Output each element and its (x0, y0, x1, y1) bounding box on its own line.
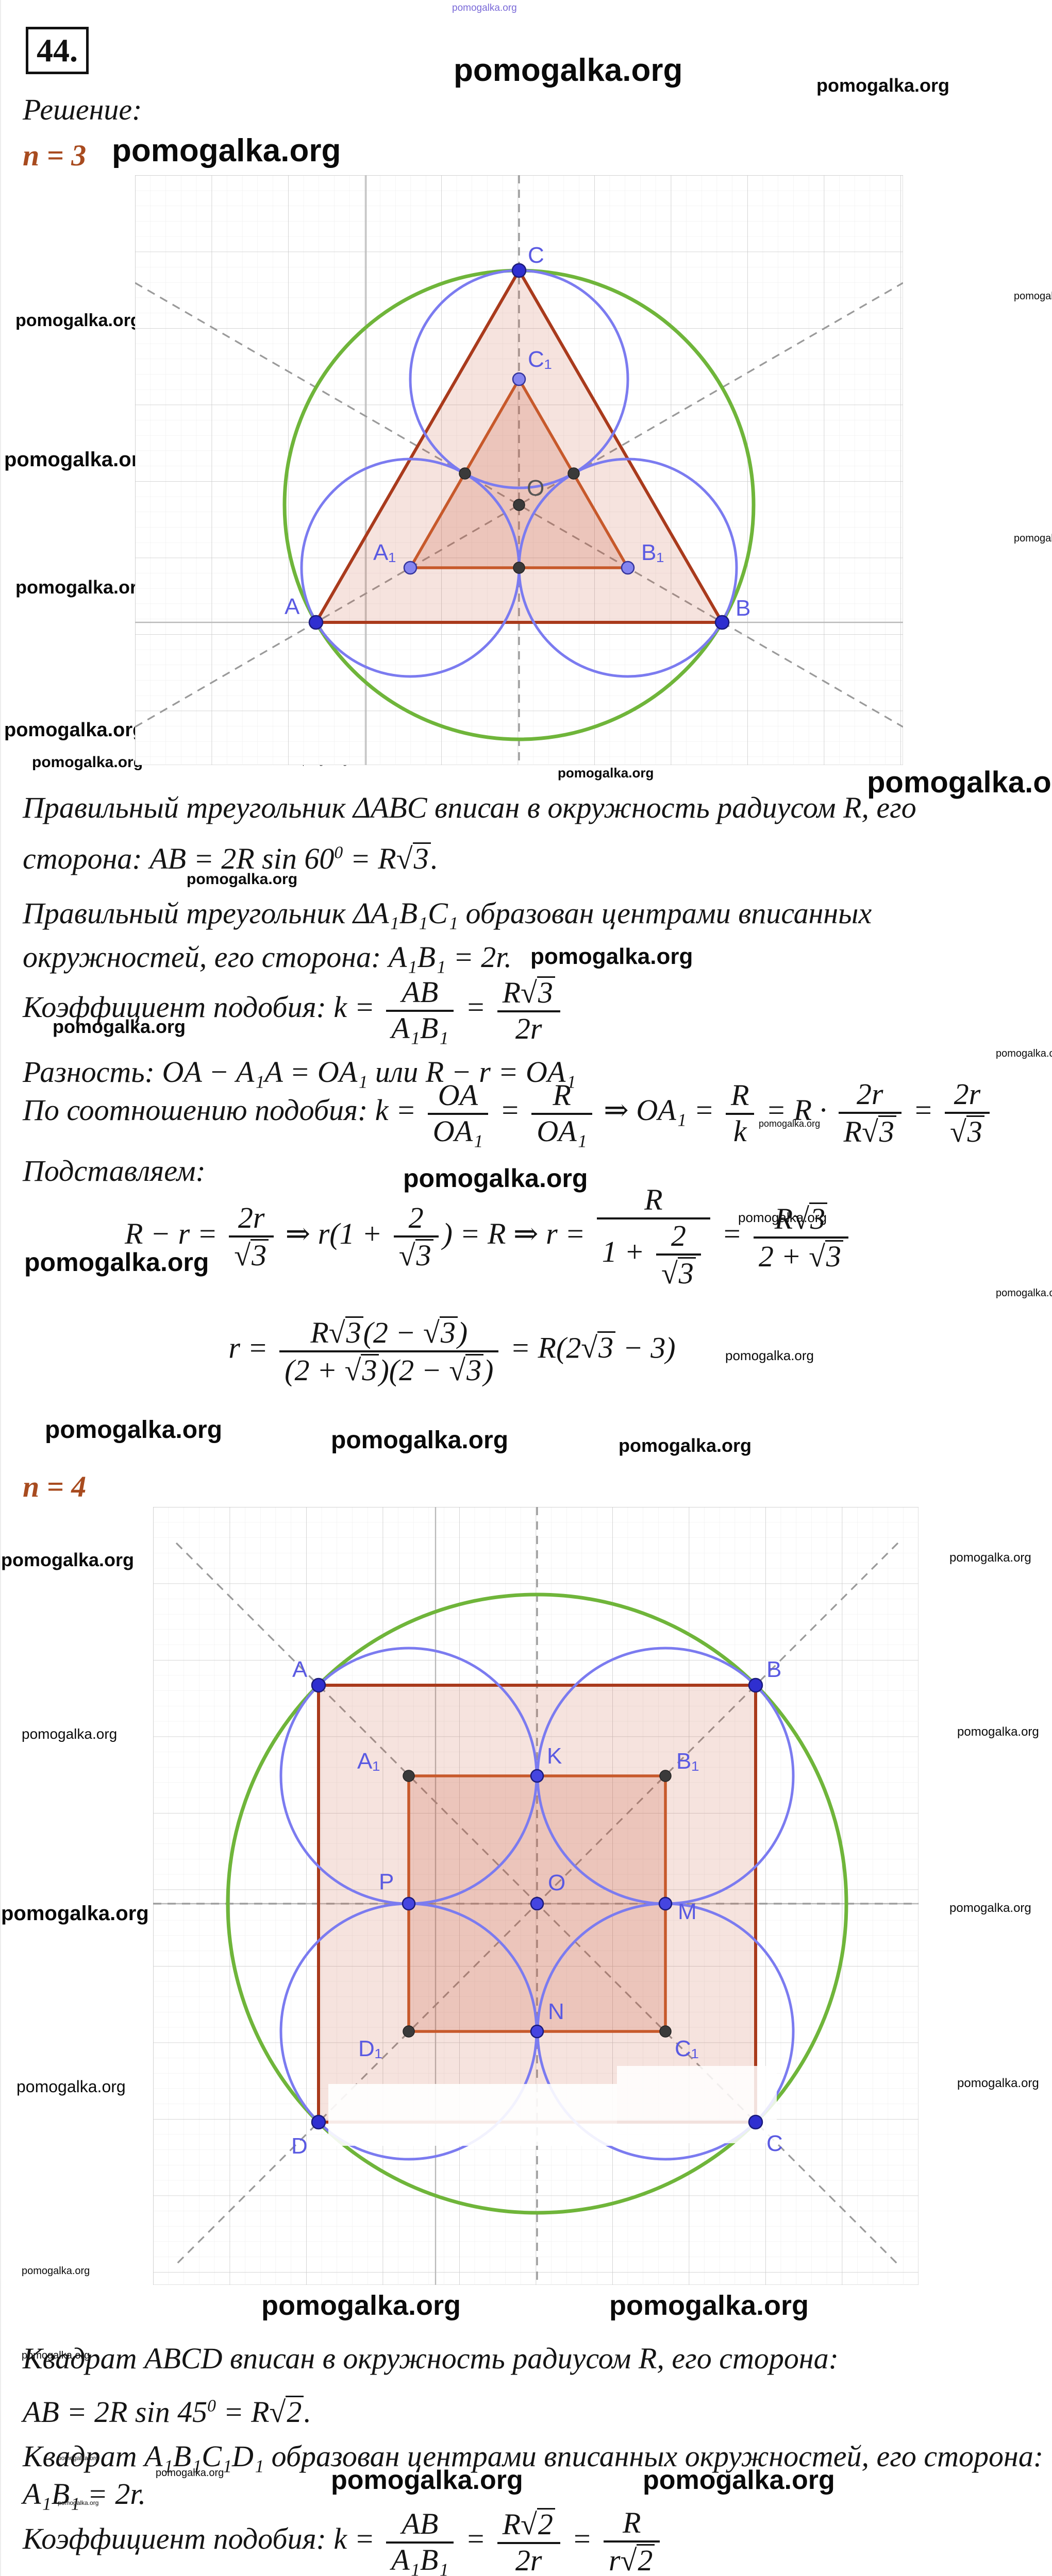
watermark: pomogalka.org (187, 871, 298, 888)
watermark: pomogalka.org (53, 1016, 186, 1037)
n3-p1-line1: Правильный треугольник ΔABC вписан в окр… (23, 791, 916, 824)
triangle-label-B: B (736, 596, 750, 621)
n3-p1-line2: сторона: AB = 2R sin 600 = R√3. (23, 842, 439, 875)
square-label-C1: C₁ (675, 2036, 699, 2061)
watermark: pomogalka.org (1, 1549, 135, 1570)
watermark: pomogalka.org (24, 1248, 209, 1277)
square-label-D1: D₁ (358, 2036, 382, 2061)
watermark: pomogalka.org (1, 1902, 149, 1925)
n4-p2-line1: Квадрат A₁B₁C₁D₁ образован центрами впис… (23, 2439, 1044, 2473)
n3-difference: Разность: OA − A₁A = OA₁ или R − r = OA₁ (23, 1055, 576, 1089)
watermark: pomogalka.org (619, 1435, 752, 1456)
watermark: pomogalka.org (22, 2265, 90, 2277)
watermark: pomogalka.org (16, 2077, 126, 2096)
watermark: pomogalka.org (725, 1348, 814, 1363)
watermark: pomogalka.org (949, 1901, 1031, 1915)
watermark: pomogalka.org (452, 3, 517, 13)
watermark: pomogalka.org (15, 311, 141, 330)
watermark: pomogalka.org (454, 53, 683, 88)
problem-number: 44. (26, 27, 89, 74)
watermark: pomogalka.org (58, 2499, 99, 2506)
watermark: pomogalka.org (759, 1118, 821, 1129)
watermark: pomogalka.org (4, 719, 145, 741)
watermark: pomogalka.org (58, 2454, 99, 2462)
square-label-B: B (766, 1657, 781, 1682)
watermark: pomogalka.org (643, 2465, 835, 2495)
n3-substitute-label: Подставляем: (23, 1154, 206, 1188)
square-label-O: O (548, 1870, 565, 1895)
n3-p2-line2: окружностей, его сторона: A₁B₁ = 2r. (23, 940, 512, 974)
watermark: pomogalka.org (949, 1551, 1031, 1565)
watermark: pomogalka.org (331, 1427, 509, 1454)
watermark: pomogalka.org (1014, 291, 1052, 302)
watermark: pomogalka.org (957, 2076, 1039, 2090)
watermark: pomogalka.org (1014, 533, 1052, 544)
n4-p1-line2: AB = 2R sin 450 = R√2. (23, 2395, 311, 2429)
watermark: pomogalka.org (558, 765, 654, 781)
triangle-label-O: O (527, 476, 544, 501)
watermark: pomogalka.org (738, 1210, 827, 1225)
square-label-D: D (291, 2133, 308, 2159)
watermark: pomogalka.org (530, 944, 693, 969)
square-label-M: M (678, 1899, 697, 1924)
watermark: pomogalka.org (996, 1048, 1052, 1059)
triangle-figure: A B C A₁ B₁ C₁ O (135, 175, 903, 765)
solution-label: Решение: (23, 93, 142, 126)
watermark: pomogalka.org (609, 2290, 809, 2321)
watermark: pomogalka.org (867, 766, 1052, 799)
watermark: pomogalka.org (957, 1725, 1039, 1739)
triangle-label-A1: A₁ (373, 540, 396, 565)
n3-similarity-coefficient: Коэффициент подобия: k = AB A₁B₁ = R√3 2r (23, 976, 564, 1044)
square-label-A1: A₁ (357, 1749, 380, 1774)
n4-p1-line1: Квадрат ABCD вписан в окружность радиусо… (23, 2342, 839, 2375)
square-label-N: N (548, 1999, 564, 2024)
watermark: pomogalka.org (996, 1287, 1052, 1299)
watermark: pomogalka.org (156, 2467, 224, 2479)
square-label-P: P (379, 1869, 394, 1894)
n3-formula-result: r = R√3(2 − √3) (2 + √3)(2 − √3) = R(2√3 … (228, 1316, 676, 1387)
watermark: pomogalka.org (15, 577, 149, 598)
watermark: pomogalka.org (22, 2350, 90, 2361)
n4-heading: n = 4 (23, 1470, 87, 1503)
n3-heading: n = 3 (23, 139, 87, 172)
watermark: pomogalka.org (45, 1416, 223, 1444)
triangle-label-C1: C₁ (528, 347, 552, 372)
watermark: pomogalka.org (403, 1164, 588, 1193)
watermark: pomogalka.org (32, 754, 143, 771)
watermark: pomogalka.org (112, 133, 341, 168)
triangle-label-B1: B₁ (641, 540, 664, 565)
n4-p2-line2: A₁B₁ = 2r. (23, 2477, 146, 2511)
watermark: pomogalka.org (261, 2290, 461, 2321)
n3-p2-line1: Правильный треугольник ΔA₁B₁C₁ образован… (23, 896, 872, 930)
square-label-K: K (547, 1743, 562, 1769)
watermark: pomogalka.org (4, 448, 152, 471)
watermark: pomogalka.org (331, 2465, 523, 2495)
square-label-B1: B₁ (676, 1749, 699, 1774)
square-label-C: C (766, 2131, 783, 2156)
triangle-label-C: C (528, 243, 544, 268)
watermark: pomogalka.org (22, 1726, 118, 1742)
square-figure: A B C D A₁ B₁ C₁ D₁ K M N P O (153, 1507, 919, 2285)
triangle-label-A: A (285, 594, 300, 619)
square-label-A: A (292, 1657, 308, 1682)
n3-similarity-relation: По соотношению подобия: k = OA OA₁ = R OA₁… (23, 1079, 994, 1147)
n4-similarity-coefficient: Коэффициент подобия: k = AB A₁B₁ = R√2 2r … (23, 2508, 664, 2575)
watermark: pomogalka.org (816, 75, 950, 96)
